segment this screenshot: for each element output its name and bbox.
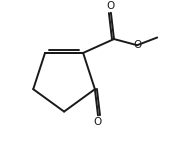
Text: O: O (107, 1, 115, 11)
Text: O: O (133, 40, 141, 50)
Text: O: O (94, 117, 102, 127)
